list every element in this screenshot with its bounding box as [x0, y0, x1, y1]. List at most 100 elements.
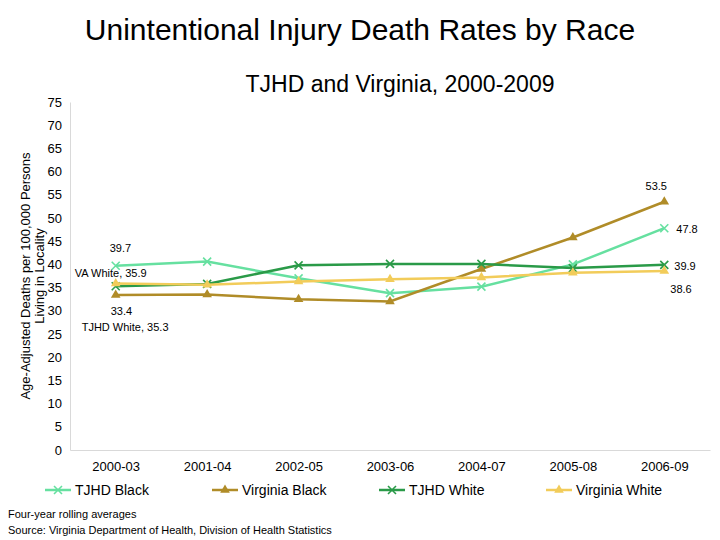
legend-label: TJHD White — [409, 482, 485, 498]
y-axis-title-line: Living in Locality — [32, 228, 47, 324]
y-axis-line — [70, 103, 71, 451]
plot-area — [111, 196, 669, 304]
title: Unintentional Injury Death Rates by Race — [85, 13, 635, 46]
legend-label: TJHD Black — [75, 482, 150, 498]
y-tick-label: 30 — [48, 303, 62, 318]
legend-label: Virginia Black — [242, 482, 328, 498]
y-tick-label: 55 — [48, 187, 62, 202]
y-tick-label: 0 — [55, 443, 62, 458]
y-tick: 65 — [48, 141, 70, 156]
y-tick: 5 — [55, 419, 70, 434]
series-marker — [385, 274, 395, 282]
y-tick-label: 25 — [48, 327, 62, 342]
series-marker — [568, 267, 578, 275]
legend-item: TJHD White — [379, 482, 485, 498]
annotation: TJHD White, 35.3 — [82, 321, 169, 333]
x-tick: 2004-07 — [458, 450, 506, 474]
annotation: 38.6 — [670, 283, 691, 295]
y-axis-title-line: Age-Adjusted Deaths per 100,000 Persons — [18, 152, 33, 400]
series-marker — [477, 283, 485, 291]
y-tick: 25 — [48, 327, 70, 342]
y-tick: 20 — [48, 350, 70, 365]
x-tick-label: 2002-05 — [275, 459, 323, 474]
annotation: 53.5 — [646, 180, 667, 192]
x-tick-label: 2001-04 — [184, 459, 232, 474]
subtitle: TJHD and Virginia, 2000-2009 — [246, 71, 555, 97]
x-tick-label: 2005-08 — [549, 459, 597, 474]
y-tick: 30 — [48, 303, 70, 318]
y-tick: 60 — [48, 164, 70, 179]
y-axis-title: Age-Adjusted Deaths per 100,000 PersonsL… — [18, 152, 47, 400]
series-marker — [294, 276, 304, 284]
x-tick-label: 2004-07 — [458, 459, 506, 474]
annotation: 39.9 — [674, 260, 695, 272]
series-marker — [111, 289, 121, 297]
note: Four-year rolling averages — [8, 508, 137, 520]
chart: Unintentional Injury Death Rates by Race… — [0, 0, 720, 540]
x-tick: 2001-04 — [184, 450, 232, 474]
y-tick-label: 45 — [48, 234, 62, 249]
series-marker — [659, 265, 669, 273]
legend-item: Virginia White — [546, 482, 662, 498]
legend: TJHD Black Virginia Black TJHD White Virgin… — [45, 482, 662, 498]
y-tick-label: 20 — [48, 350, 62, 365]
legend-item: TJHD Black — [45, 482, 150, 498]
note: Source: Virginia Department of Health, D… — [8, 524, 332, 536]
x-tick: 2002-05 — [275, 450, 323, 474]
series-marker — [477, 260, 485, 268]
y-axis: 0 5 10 15 20 25 30 35 40 45 50 55 60 65 70 75 — [48, 95, 71, 458]
y-tick-label: 75 — [48, 95, 62, 110]
annotation: VA White, 35.9 — [75, 267, 147, 279]
legend-marker — [220, 484, 230, 492]
series-marker — [386, 260, 394, 268]
series-marker — [294, 294, 304, 302]
y-tick: 70 — [48, 118, 70, 133]
x-tick: 2000-03 — [92, 450, 140, 474]
series-line — [116, 271, 665, 285]
y-tick-label: 70 — [48, 118, 62, 133]
x-axis-line — [71, 450, 711, 451]
y-tick: 50 — [48, 211, 70, 226]
x-tick: 2006-09 — [641, 450, 689, 474]
y-tick: 75 — [48, 95, 70, 110]
series-marker — [385, 296, 395, 304]
legend-marker — [388, 486, 396, 494]
y-tick-label: 65 — [48, 141, 62, 156]
annotation: 47.8 — [676, 223, 697, 235]
y-tick-label: 50 — [48, 211, 62, 226]
series-marker — [568, 232, 578, 240]
y-tick-label: 5 — [55, 419, 62, 434]
series-marker — [659, 196, 669, 204]
legend-label: Virginia White — [576, 482, 662, 498]
series-line — [116, 264, 665, 286]
x-tick: 2003-06 — [367, 450, 415, 474]
series-marker — [202, 279, 212, 287]
y-tick: 0 — [55, 443, 70, 458]
x-tick-label: 2003-06 — [367, 459, 415, 474]
series-line — [116, 228, 665, 293]
y-tick: 55 — [48, 187, 70, 202]
y-tick: 45 — [48, 234, 70, 249]
y-tick: 40 — [48, 257, 70, 272]
y-tick: 15 — [48, 373, 70, 388]
series-marker — [295, 261, 303, 269]
legend-item: Virginia Black — [212, 482, 328, 498]
legend-marker — [54, 486, 62, 494]
y-tick: 35 — [48, 280, 70, 295]
series-marker — [203, 258, 211, 266]
series-marker — [386, 289, 394, 297]
y-tick-label: 10 — [48, 396, 62, 411]
series-marker — [202, 289, 212, 297]
x-axis: 2000-03 2001-04 2002-05 2003-06 2004-07 2005-… — [71, 450, 711, 474]
series-line — [116, 202, 665, 302]
y-tick-label: 35 — [48, 280, 62, 295]
y-tick-label: 60 — [48, 164, 62, 179]
x-tick-label: 2000-03 — [92, 459, 140, 474]
series-marker — [477, 272, 487, 280]
y-tick: 10 — [48, 396, 70, 411]
series-marker — [660, 224, 668, 232]
annotation: 39.7 — [110, 242, 131, 254]
y-tick-label: 15 — [48, 373, 62, 388]
x-tick: 2005-08 — [549, 450, 597, 474]
annotation: 33.4 — [111, 305, 132, 317]
